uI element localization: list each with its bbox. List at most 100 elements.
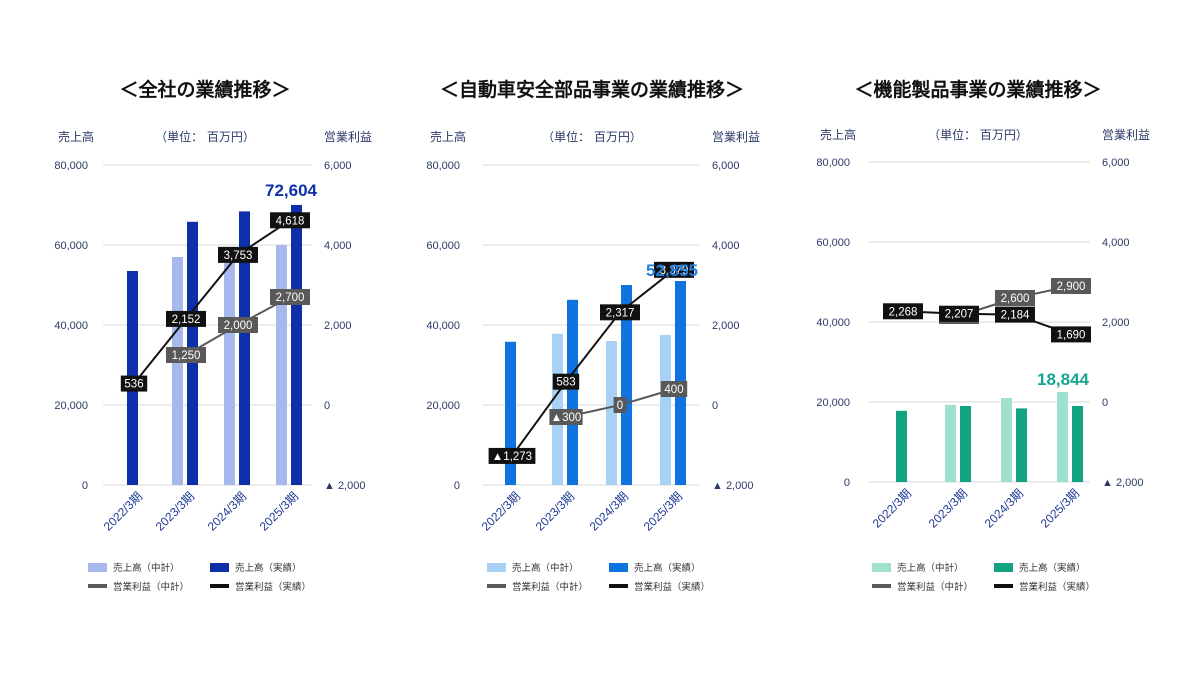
right-tick-label: 0 — [712, 400, 718, 412]
category-label: 2023/3期 — [533, 489, 577, 533]
actual-income-label: 2,268 — [889, 306, 918, 318]
right-tick-label: 2,000 — [1102, 317, 1130, 329]
left-tick-label: 20,000 — [54, 400, 88, 412]
actual-income-label-box — [939, 305, 979, 322]
bar-actual-sales — [239, 211, 250, 485]
left-tick-label: 40,000 — [54, 320, 88, 332]
plan-income-label: 400 — [664, 384, 683, 396]
chart-3: ＜機能製品事業の業績推移＞ 売上高 （単位： 百万円） 営業利益 80,000 6,000… — [816, 78, 1150, 593]
legend-swatch — [487, 584, 506, 588]
plan-income-label: 2,700 — [276, 292, 305, 304]
bar-plan-sales — [1001, 398, 1012, 482]
plan-income-label-box — [995, 290, 1035, 306]
legend-label: 営業利益（中計） — [113, 581, 189, 593]
category-label: 2022/3期 — [479, 489, 523, 533]
left-tick-label: 0 — [844, 477, 850, 489]
left-tick-label: 80,000 — [426, 160, 460, 172]
right-axis-label: 営業利益 — [1102, 128, 1150, 142]
legend-label: 売上高（実績） — [235, 562, 302, 574]
line-actual-operating-income — [902, 310, 1072, 336]
left-tick-label: 80,000 — [816, 157, 850, 169]
actual-income-label-box — [600, 304, 640, 321]
actual-income-label: 2,207 — [945, 309, 974, 321]
left-tick-label: 20,000 — [426, 400, 460, 412]
actual-income-label: 2,152 — [172, 314, 201, 326]
chart-title: ＜機能製品事業の業績推移＞ — [854, 78, 1101, 101]
category-label: 2023/3期 — [926, 486, 970, 530]
sales-callout: 52,855 — [646, 261, 698, 280]
line-actual-operating-income — [133, 219, 291, 385]
category-label: 2025/3期 — [641, 489, 685, 533]
plan-income-label: 2,600 — [1001, 293, 1030, 305]
bar-plan-sales — [945, 404, 956, 482]
category-label: 2024/3期 — [982, 486, 1026, 530]
legend-label: 売上高（実績） — [1019, 562, 1086, 574]
actual-income-label-box — [488, 447, 536, 464]
right-tick-label: 6,000 — [324, 160, 352, 172]
category-label: 2025/3期 — [257, 489, 301, 533]
legend-swatch — [88, 584, 107, 588]
left-tick-label: 40,000 — [816, 317, 850, 329]
sales-callout: 72,604 — [265, 181, 318, 200]
right-tick-label: 2,000 — [712, 320, 740, 332]
unit-label: （単位： 百万円） — [928, 127, 1028, 142]
left-tick-label: 60,000 — [426, 240, 460, 252]
legend-swatch — [487, 563, 506, 572]
legend-swatch — [994, 563, 1013, 572]
category-label: 2022/3期 — [101, 489, 145, 533]
left-axis-label: 売上高 — [820, 127, 856, 142]
right-tick-label: ▲ 2,000 — [1102, 477, 1143, 489]
bar-plan-sales — [276, 245, 287, 485]
unit-label: （単位： 百万円） — [155, 129, 255, 144]
left-axis-label: 売上高 — [430, 129, 466, 144]
plan-income-label: 2,900 — [1057, 281, 1086, 293]
right-tick-label: 4,000 — [1102, 237, 1130, 249]
right-tick-label: 4,000 — [712, 240, 740, 252]
legend-label: 営業利益（中計） — [897, 581, 973, 593]
line-actual-operating-income — [511, 269, 675, 457]
right-axis-label: 営業利益 — [712, 130, 760, 144]
plan-income-label-box — [166, 347, 206, 363]
legend-label: 売上高（中計） — [897, 562, 964, 574]
left-tick-label: 60,000 — [816, 237, 850, 249]
left-tick-label: 60,000 — [54, 240, 88, 252]
legend-swatch — [994, 584, 1013, 588]
chart-title: ＜自動車安全部品事業の業績推移＞ — [440, 78, 744, 101]
category-label: 2023/3期 — [153, 489, 197, 533]
bar-actual-sales — [1072, 406, 1083, 482]
bar-actual-sales — [896, 410, 907, 482]
legend-swatch — [88, 563, 107, 572]
plan-income-label: 0 — [617, 400, 623, 412]
chart-2: ＜自動車安全部品事業の業績推移＞ 売上高 （単位： 百万円） 営業利益 80,000 6,… — [426, 78, 760, 593]
actual-income-label-box — [1051, 326, 1091, 343]
bar-plan-sales — [1057, 392, 1068, 482]
category-label: 2025/3期 — [1038, 486, 1082, 530]
left-tick-label: 0 — [454, 480, 460, 492]
bar-plan-sales — [224, 257, 235, 485]
actual-income-label: 3,753 — [224, 250, 253, 262]
bar-actual-sales — [960, 406, 971, 482]
actual-income-label: 4,618 — [276, 215, 305, 227]
right-tick-label: ▲ 2,000 — [324, 480, 365, 492]
bar-actual-sales — [567, 299, 578, 485]
actual-income-label-box — [270, 212, 310, 229]
right-tick-label: 2,000 — [324, 320, 352, 332]
actual-income-label: 1,690 — [1057, 329, 1086, 341]
actual-income-label-box — [166, 310, 206, 327]
plan-income-label-box — [270, 289, 310, 305]
plan-income-label-box — [218, 317, 258, 333]
legend-swatch — [609, 563, 628, 572]
legend-label: 営業利益（実績） — [1019, 581, 1095, 593]
legend-label: 売上高（実績） — [634, 562, 701, 574]
actual-income-label: 536 — [124, 379, 143, 391]
actual-income-label: 2,184 — [1001, 310, 1030, 322]
actual-income-label: 3,379 — [660, 265, 689, 277]
bar-plan-sales — [172, 257, 183, 485]
right-tick-label: ▲ 2,000 — [712, 480, 753, 492]
legend-label: 営業利益（実績） — [634, 581, 710, 593]
actual-income-label-box — [120, 375, 148, 392]
legend-label: 営業利益（実績） — [235, 581, 311, 593]
right-tick-label: 4,000 — [324, 240, 352, 252]
legend-swatch — [210, 563, 229, 572]
legend-swatch — [872, 563, 891, 572]
